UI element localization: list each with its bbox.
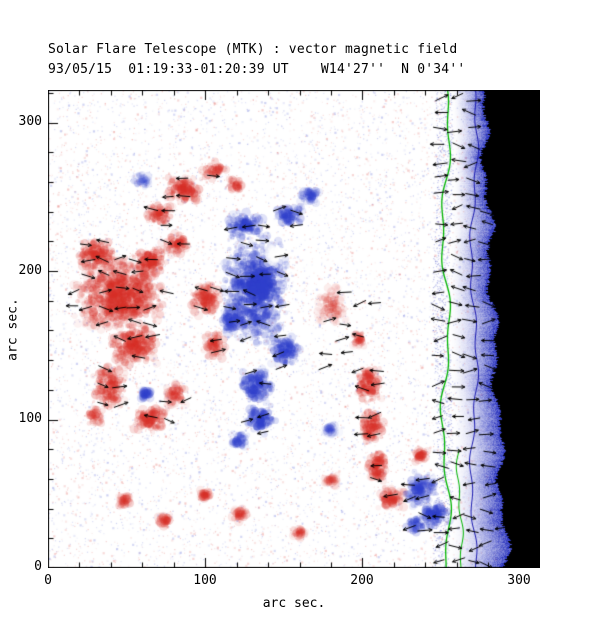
plot-subtitle: 93/05/15 01:19:33-01:20:39 UT W14'27'' N… [48,62,466,77]
x-tick-label-300: 300 [507,573,531,588]
magnetogram-canvas [48,90,540,568]
y-tick-label-0: 0 [34,559,42,574]
x-tick-label-200: 200 [350,573,374,588]
y-tick-label-200: 200 [18,263,42,278]
x-axis-label: arc sec. [262,596,326,611]
y-tick-label-100: 100 [18,411,42,426]
y-axis-label: arc sec. [5,298,21,361]
y-tick-label-300: 300 [18,114,42,129]
plot-title: Solar Flare Telescope (MTK) : vector mag… [48,42,458,57]
x-tick-label-0: 0 [44,573,52,588]
x-tick-label-100: 100 [193,573,217,588]
